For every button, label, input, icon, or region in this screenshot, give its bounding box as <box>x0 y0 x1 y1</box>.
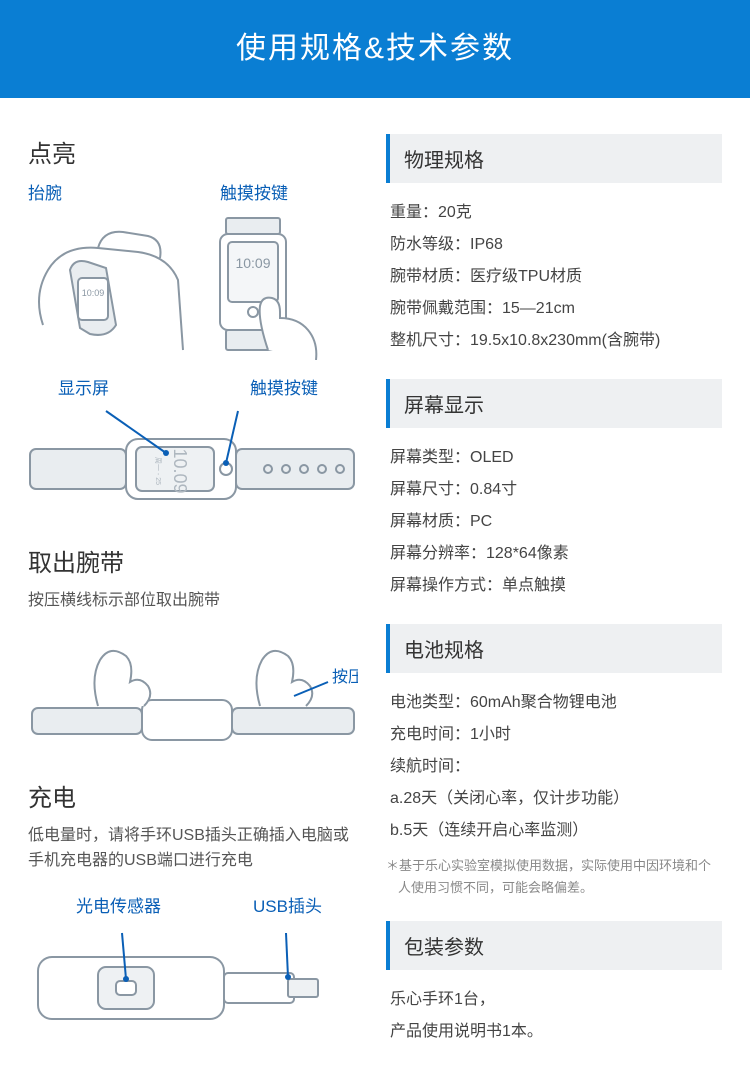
banner-title: 使用规格&技术参数 <box>236 32 514 65</box>
svg-text:10:09: 10:09 <box>235 255 270 271</box>
spec-list-physical: 重量：20克 防水等级：IP68 腕带材质：医疗级TPU材质 腕带佩戴范围：15… <box>386 197 722 357</box>
illustration-band-labeled: 10.09 周一 - 25 <box>28 405 350 515</box>
label-sensor: 光电传感器 <box>76 892 161 917</box>
spec-list-screen: 屏幕类型：OLED 屏幕尺寸：0.84寸 屏幕材质：PC 屏幕分辨率：128*6… <box>386 442 722 602</box>
spec-item: 腕带材质：医疗级TPU材质 <box>390 261 722 293</box>
band-labeled-icon: 10.09 周一 - 25 <box>28 405 358 515</box>
spec-item: 续航时间： <box>390 751 722 783</box>
strap-desc: 按压横线标示部位取出腕带 <box>28 588 350 614</box>
illustration-charge <box>28 923 350 1033</box>
spec-block-battery: 电池规格 电池类型：60mAh聚合物锂电池 充电时间：1小时 续航时间： a.2… <box>386 624 722 899</box>
svg-text:周一 - 25: 周一 - 25 <box>154 457 162 485</box>
label-press: 按压 <box>332 668 358 686</box>
spec-list-package: 乐心手环1台， 产品使用说明书1本。 <box>386 984 722 1048</box>
spec-item: 重量：20克 <box>390 197 722 229</box>
spec-item: 充电时间：1小时 <box>390 719 722 751</box>
label-display: 显示屏 <box>58 374 109 399</box>
illustration-strap: 按压 <box>28 630 350 750</box>
banner: 使用规格&技术参数 <box>0 0 750 98</box>
wrist-icon: 10:09 <box>28 210 198 360</box>
left-column: 点亮 抬腕 触摸按键 10:09 <box>28 134 368 1070</box>
spec-head-screen: 屏幕显示 <box>386 379 722 428</box>
label-touch-button-2: 触摸按键 <box>250 374 318 399</box>
section-title-charge: 充电 <box>28 778 350 813</box>
spec-item: 屏幕分辨率：128*64像素 <box>390 538 722 570</box>
spec-item: 电池类型：60mAh聚合物锂电池 <box>390 687 722 719</box>
spec-item: 屏幕操作方式：单点触摸 <box>390 570 722 602</box>
spec-list-battery: 电池类型：60mAh聚合物锂电池 充电时间：1小时 续航时间： a.28天（关闭… <box>386 687 722 847</box>
spec-block-physical: 物理规格 重量：20克 防水等级：IP68 腕带材质：医疗级TPU材质 腕带佩戴… <box>386 134 722 357</box>
charge-desc: 低电量时，请将手环USB插头正确插入电脑或手机充电器的USB端口进行充电 <box>28 823 350 874</box>
spec-item: 乐心手环1台， <box>390 984 722 1016</box>
section-title-lightup: 点亮 <box>28 134 350 169</box>
spec-item: 防水等级：IP68 <box>390 229 722 261</box>
spec-head-package: 包装参数 <box>386 921 722 970</box>
label-touch-button: 触摸按键 <box>220 179 288 204</box>
spec-head-battery: 电池规格 <box>386 624 722 673</box>
illustration-lightup: 10:09 10:09 <box>28 210 350 360</box>
strap-remove-icon: 按压 <box>28 630 358 750</box>
svg-text:10:09: 10:09 <box>82 288 105 298</box>
label-usb: USB插头 <box>253 892 322 917</box>
content: 点亮 抬腕 触摸按键 10:09 <box>0 98 750 1070</box>
spec-item: 屏幕尺寸：0.84寸 <box>390 474 722 506</box>
spec-item: 产品使用说明书1本。 <box>390 1016 722 1048</box>
spec-item: b.5天（连续开启心率监测） <box>390 815 722 847</box>
touch-icon: 10:09 <box>198 210 338 360</box>
label-raise-wrist: 抬腕 <box>28 179 62 204</box>
spec-item: a.28天（关闭心率，仅计步功能） <box>390 783 722 815</box>
right-column: 物理规格 重量：20克 防水等级：IP68 腕带材质：医疗级TPU材质 腕带佩戴… <box>368 134 722 1070</box>
spec-item: 整机尺寸：19.5x10.8x230mm(含腕带) <box>390 325 722 357</box>
charge-icon <box>28 923 358 1033</box>
spec-item: 腕带佩戴范围：15—21cm <box>390 293 722 325</box>
spec-block-package: 包装参数 乐心手环1台， 产品使用说明书1本。 <box>386 921 722 1048</box>
section-title-strap: 取出腕带 <box>28 543 350 578</box>
battery-footnote: ＊基于乐心实验室模拟使用数据，实际使用中因环境和个人使用习惯不同，可能会略偏差。 <box>386 855 722 899</box>
spec-head-physical: 物理规格 <box>386 134 722 183</box>
svg-text:10.09: 10.09 <box>170 448 190 493</box>
spec-block-screen: 屏幕显示 屏幕类型：OLED 屏幕尺寸：0.84寸 屏幕材质：PC 屏幕分辨率：… <box>386 379 722 602</box>
spec-item: 屏幕材质：PC <box>390 506 722 538</box>
spec-item: 屏幕类型：OLED <box>390 442 722 474</box>
